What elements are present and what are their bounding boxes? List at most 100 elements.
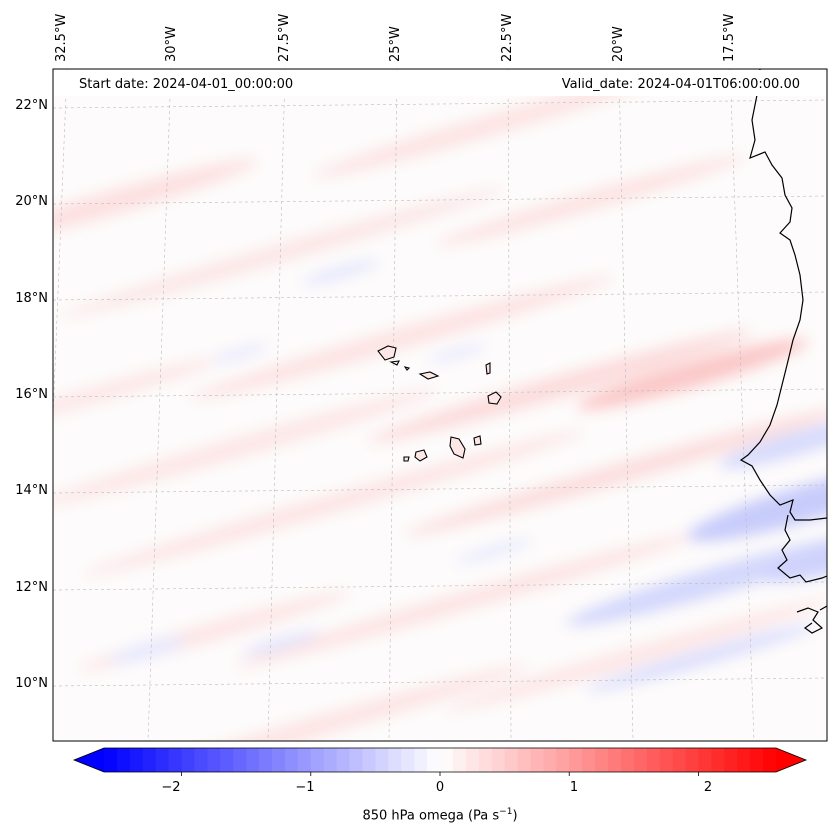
colorbar-segment xyxy=(608,748,622,772)
colorbar-segment xyxy=(272,748,286,772)
colorbar-segment xyxy=(349,748,364,772)
colorbar-label-sup: −1 xyxy=(499,807,513,817)
lat-label: 20°N xyxy=(15,194,48,209)
colorbar-segment xyxy=(259,748,273,772)
colorbar-segment xyxy=(530,748,544,772)
island-sao-vicente xyxy=(389,360,400,366)
colorbar-segment xyxy=(672,748,687,772)
island-maio xyxy=(473,435,482,446)
lon-label: 17.5°W xyxy=(722,13,737,62)
header-band xyxy=(54,70,826,96)
colorbar-segment xyxy=(116,748,131,772)
island-santo-antao xyxy=(377,345,397,361)
lon-label: 20°W xyxy=(611,26,626,62)
island-sao-nicolau xyxy=(418,371,440,380)
lon-label: 27.5°W xyxy=(277,13,292,62)
colorbar-tick-label: 0 xyxy=(435,780,445,795)
lat-label: 14°N xyxy=(15,483,48,498)
colorbar-label-end: ) xyxy=(512,808,518,824)
guinea-coast xyxy=(796,605,827,634)
colorbar-segment xyxy=(220,748,234,772)
colorbar-segment xyxy=(620,748,635,772)
map-frame xyxy=(52,68,828,742)
colorbar-segment xyxy=(168,748,183,772)
colorbar xyxy=(72,747,808,776)
lat-label: 22°N xyxy=(15,98,48,113)
colorbar-segment xyxy=(478,748,493,772)
colorbar-segment xyxy=(556,748,570,772)
colorbar-segment xyxy=(104,748,118,772)
colorbar-segment xyxy=(724,748,738,772)
colorbar-segment xyxy=(491,748,506,772)
colorbar-segment xyxy=(414,748,428,772)
colorbar-segment xyxy=(375,748,389,772)
island-santiago xyxy=(449,436,466,459)
lat-label: 10°N xyxy=(15,676,48,691)
colorbar-segment xyxy=(569,748,583,772)
senegal-coast xyxy=(777,514,827,583)
colorbar-outline xyxy=(72,747,808,773)
lon-label: 32.5°W xyxy=(54,13,69,62)
colorbar-segment xyxy=(711,748,725,772)
colorbar-segment xyxy=(440,748,454,772)
colorbar-segment xyxy=(595,748,609,772)
colorbar-segment xyxy=(207,748,221,772)
cape-verde-islands xyxy=(377,345,502,462)
island-fogo xyxy=(414,449,428,462)
colorbar-ticks xyxy=(181,772,699,776)
colorbar-label-main: 850 hPa omega (Pa s xyxy=(362,808,500,824)
colorbar-segment xyxy=(659,748,674,772)
colorbar-segment xyxy=(517,748,532,772)
start-date: Start date: 2024-04-01_00:00:00 xyxy=(79,77,294,92)
colorbar-segment xyxy=(582,748,596,772)
colorbar-segments xyxy=(104,748,777,772)
colorbar-segment xyxy=(336,748,351,772)
colorbar-segment xyxy=(388,748,402,772)
colorbar-segment xyxy=(465,748,480,772)
colorbar-tick-label: 2 xyxy=(703,780,713,795)
colorbar-segment xyxy=(750,748,764,772)
colorbar-segment xyxy=(297,748,312,772)
colorbar-segment xyxy=(504,748,519,772)
colorbar-segment xyxy=(763,748,777,772)
colorbar-segment xyxy=(452,748,467,772)
island-santa-luzia xyxy=(403,366,411,371)
island-brava xyxy=(403,456,410,462)
lon-label: 22.5°W xyxy=(500,13,515,62)
colorbar-segment xyxy=(233,748,247,772)
island-boa-vista xyxy=(487,391,502,405)
colorbar-segment xyxy=(181,748,196,772)
colorbar-segment xyxy=(633,748,648,772)
colorbar-segment xyxy=(685,748,700,772)
colorbar-extend-max xyxy=(776,748,806,772)
colorbar-segment xyxy=(323,748,338,772)
colorbar-segment xyxy=(142,748,157,772)
colorbar-tick-label: 1 xyxy=(569,780,579,795)
colorbar-segment xyxy=(129,748,144,772)
colorbar-tick-label: −1 xyxy=(295,780,315,795)
colorbar-segment xyxy=(155,748,170,772)
colorbar-segment xyxy=(427,748,441,772)
colorbar-segment xyxy=(194,748,208,772)
africa-coastline xyxy=(739,69,827,521)
valid-date: Valid_date: 2024-04-01T06:00:00.00 xyxy=(561,77,800,92)
colorbar-label: 850 hPa omega (Pa s−1) xyxy=(362,807,517,823)
lat-label: 18°N xyxy=(15,291,48,306)
colorbar-segment xyxy=(646,748,661,772)
colorbar-segment xyxy=(401,748,415,772)
lat-label: 12°N xyxy=(15,580,48,595)
colorbar-tick-label: −2 xyxy=(161,780,181,795)
colorbar-segment xyxy=(310,748,325,772)
island-sal xyxy=(485,362,491,375)
colorbar-segment xyxy=(543,748,557,772)
colorbar-segment xyxy=(284,748,299,772)
colorbar-extend-min xyxy=(74,748,104,772)
colorbar-segment xyxy=(698,748,712,772)
lat-label: 16°N xyxy=(15,387,48,402)
colorbar-segment xyxy=(362,748,376,772)
lon-label: 25°W xyxy=(388,26,403,62)
lon-label: 30°W xyxy=(164,26,179,62)
colorbar-segment xyxy=(246,748,260,772)
